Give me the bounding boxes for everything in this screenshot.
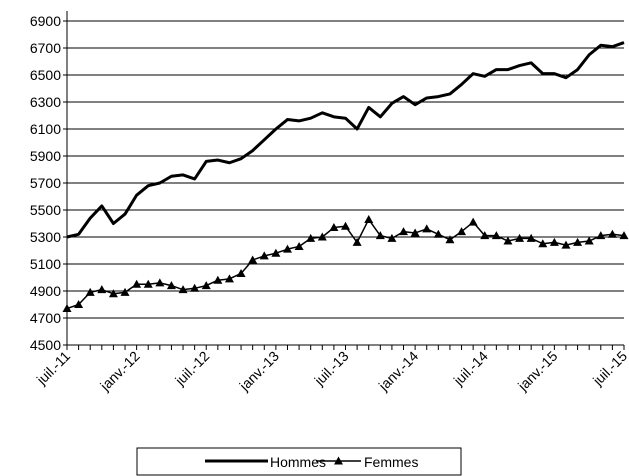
- series-line: [66, 41, 625, 239]
- legend: Hommes Femmes: [136, 447, 462, 476]
- data-point: [433, 229, 443, 238]
- data-point: [155, 278, 165, 287]
- x-tick-label: juil.-14: [450, 348, 491, 389]
- data-point: [329, 223, 339, 232]
- y-tick-label: 6500: [30, 67, 61, 83]
- data-point: [85, 287, 95, 296]
- y-tick-label: 5500: [30, 202, 61, 218]
- data-point: [166, 281, 176, 290]
- data-point: [341, 221, 350, 230]
- series-hommes: [66, 41, 625, 239]
- data-point: [282, 244, 292, 253]
- data-point: [306, 233, 316, 242]
- y-tick-label: 6900: [30, 13, 61, 29]
- data-point: [503, 236, 513, 245]
- y-tick-label: 5900: [30, 148, 61, 164]
- y-tick-label: 5100: [30, 256, 61, 272]
- x-tick-label: janv.-14: [375, 348, 422, 395]
- data-point: [457, 227, 467, 236]
- y-tick-label: 5300: [30, 229, 61, 245]
- data-point: [515, 233, 525, 242]
- data-point: [294, 241, 304, 250]
- data-point: [526, 233, 536, 242]
- data-point: [213, 275, 223, 284]
- data-point: [120, 287, 130, 296]
- series-femmes: [62, 214, 629, 313]
- x-axis-ticks: juil.-11 janv.-12 juil.-12 janv.-13 juil.-13…: [33, 345, 629, 394]
- data-point: [132, 279, 142, 288]
- data-point: [259, 251, 269, 260]
- data-point: [108, 289, 118, 298]
- legend-hommes-label: Hommes: [270, 454, 326, 470]
- y-tick-label: 6100: [30, 121, 61, 137]
- x-tick-label: janv.-13: [235, 348, 282, 395]
- data-point: [399, 227, 409, 236]
- data-point: [375, 231, 385, 240]
- data-point: [178, 285, 188, 294]
- data-point: [422, 224, 432, 233]
- data-point: [248, 255, 258, 264]
- legend-box: [136, 447, 462, 476]
- data-point: [224, 274, 234, 283]
- data-point: [607, 229, 617, 238]
- x-tick-label: juil.-11: [33, 348, 74, 389]
- data-point: [538, 239, 548, 248]
- gridlines: [67, 20, 624, 319]
- data-point: [74, 300, 84, 308]
- x-tick-label: janv.-12: [96, 348, 143, 395]
- data-point: [596, 231, 606, 240]
- data-point: [352, 237, 362, 246]
- x-tick-label: janv.-15: [514, 348, 561, 395]
- data-point: [480, 231, 490, 240]
- data-point: [468, 217, 478, 226]
- data-point: [143, 279, 153, 288]
- data-point: [584, 236, 594, 245]
- y-axis-ticks: 4500 4700 4900 5100 5300 5500 5700 5900 6100 6300…: [30, 13, 67, 353]
- data-point: [317, 232, 327, 241]
- data-point: [364, 214, 374, 223]
- y-tick-label: 4900: [30, 283, 61, 299]
- data-point: [271, 248, 281, 257]
- y-tick-label: 4500: [30, 337, 61, 353]
- x-tick-label: juil.-15: [589, 348, 629, 389]
- y-tick-label: 5700: [30, 175, 61, 191]
- x-tick-label: juil.-12: [171, 348, 212, 389]
- data-point: [445, 235, 455, 244]
- data-point: [190, 283, 200, 292]
- data-point: [491, 231, 501, 240]
- data-point: [410, 228, 420, 237]
- data-point: [387, 233, 397, 242]
- legend-femmes-label: Femmes: [364, 454, 418, 470]
- y-tick-label: 4700: [30, 310, 61, 326]
- data-point: [561, 240, 571, 249]
- series-layer: [62, 41, 629, 313]
- data-point: [619, 231, 629, 240]
- data-point: [62, 304, 72, 313]
- data-point: [236, 268, 246, 277]
- y-tick-label: 6300: [30, 94, 61, 110]
- data-point: [201, 281, 211, 290]
- x-tick-label: juil.-13: [310, 348, 351, 389]
- data-point: [573, 237, 583, 246]
- data-point: [549, 237, 559, 246]
- legend-femmes-marker: [334, 456, 343, 465]
- data-point: [97, 285, 107, 294]
- y-tick-label: 6700: [30, 40, 61, 56]
